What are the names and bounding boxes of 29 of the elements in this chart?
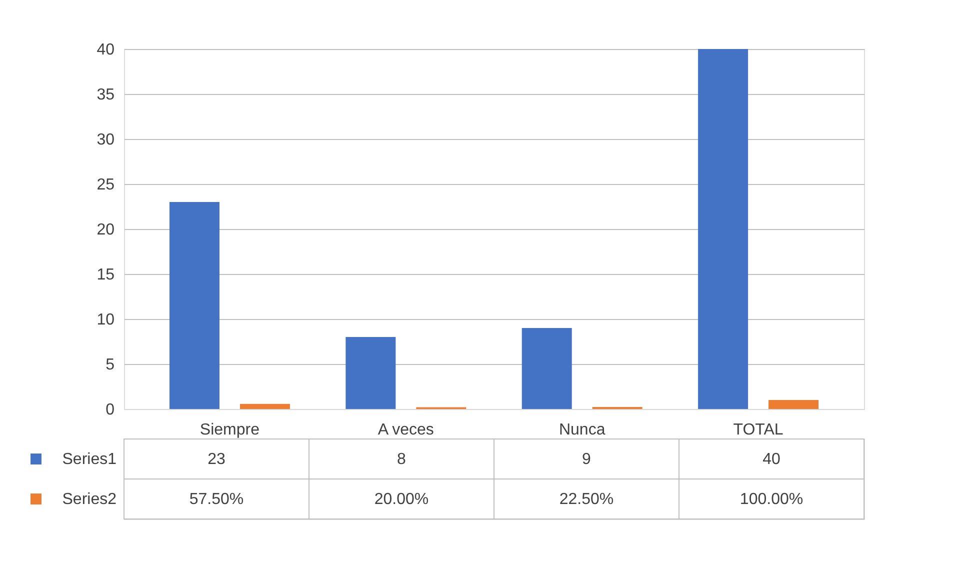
y-tick-label: 10 <box>96 312 115 328</box>
y-tick-label: 25 <box>96 176 115 194</box>
x-tick-label: TOTAL <box>733 422 784 438</box>
legend-label: Series2 <box>62 491 117 508</box>
data-label: 23 <box>208 451 226 468</box>
y-tick-label: 35 <box>96 86 115 104</box>
legend-label: Series1 <box>62 451 117 468</box>
bar <box>346 337 396 409</box>
data-label: 8 <box>397 451 406 468</box>
y-tick-label: 15 <box>96 266 115 284</box>
x-tick-label: Nunca <box>558 422 606 438</box>
data-label: 20.00% <box>374 491 429 508</box>
data-label: 22.50% <box>559 491 614 508</box>
data-label: 9 <box>582 451 592 468</box>
x-tick-label: A veces <box>378 422 434 438</box>
data-label: 100.00% <box>740 491 804 508</box>
y-tick-label: 0 <box>106 402 115 418</box>
bar <box>522 328 572 409</box>
bar <box>698 49 748 409</box>
data-label: 40 <box>762 451 780 468</box>
y-tick-label: 20 <box>96 222 115 238</box>
y-tick-label: 30 <box>96 132 115 148</box>
bar <box>169 202 220 409</box>
bar <box>768 400 819 409</box>
data-label: 57.50% <box>189 491 244 508</box>
y-tick-label: 40 <box>96 42 115 58</box>
x-tick-label: Siempre <box>200 422 260 438</box>
y-tick-label: 5 <box>106 356 115 374</box>
bar <box>240 404 290 409</box>
